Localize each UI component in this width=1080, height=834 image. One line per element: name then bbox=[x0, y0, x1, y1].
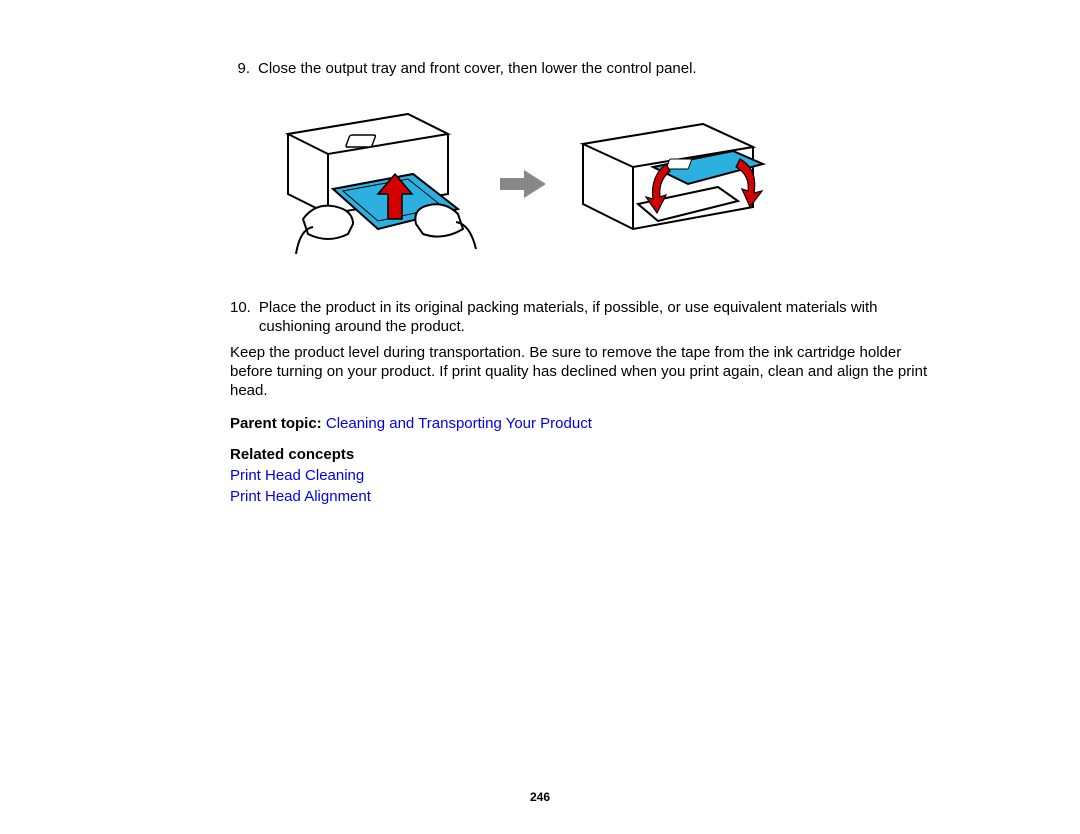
transport-note-paragraph: Keep the product level during transporta… bbox=[230, 344, 940, 400]
page-number: 246 bbox=[0, 790, 1080, 804]
parent-topic-line: Parent topic: Cleaning and Transporting … bbox=[230, 415, 940, 432]
printer-close-tray-illustration bbox=[258, 99, 488, 269]
transition-arrow-icon bbox=[498, 166, 548, 202]
related-link-print-head-alignment[interactable]: Print Head Alignment bbox=[230, 488, 940, 505]
step-text: Place the product in its original packin… bbox=[259, 299, 940, 337]
parent-topic-link[interactable]: Cleaning and Transporting Your Product bbox=[326, 415, 592, 432]
step-number: 10. bbox=[230, 299, 259, 337]
step-10: 10. Place the product in its original pa… bbox=[230, 299, 940, 337]
step-number: 9. bbox=[230, 60, 258, 79]
printer-lower-panel-illustration bbox=[558, 109, 788, 259]
related-concepts-heading: Related concepts bbox=[230, 446, 940, 463]
parent-topic-label: Parent topic: bbox=[230, 415, 326, 432]
document-page: 9. Close the output tray and front cover… bbox=[0, 0, 1080, 834]
step-text: Close the output tray and front cover, t… bbox=[258, 60, 940, 79]
instruction-figure bbox=[258, 99, 940, 269]
content-area: 9. Close the output tray and front cover… bbox=[230, 60, 940, 505]
related-link-print-head-cleaning[interactable]: Print Head Cleaning bbox=[230, 467, 940, 484]
step-9: 9. Close the output tray and front cover… bbox=[230, 60, 940, 79]
